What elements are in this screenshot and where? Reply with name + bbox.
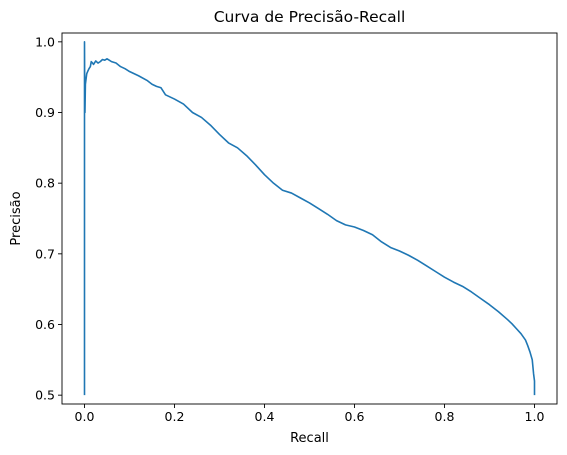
y-tick-label: 0.9 — [35, 105, 55, 120]
plot-frame — [61, 32, 558, 405]
x-tick-label: 0.6 — [345, 409, 365, 424]
x-tick-label: 0.0 — [75, 409, 95, 424]
x-tick-label: 1.0 — [525, 409, 545, 424]
x-axis-label: Recall — [290, 431, 329, 446]
y-tick-label: 0.8 — [35, 176, 55, 191]
y-tick-label: 1.0 — [35, 34, 55, 49]
x-tick-label: 0.4 — [255, 409, 275, 424]
chart-title: Curva de Precisão-Recall — [214, 8, 406, 26]
y-tick-label: 0.6 — [35, 317, 55, 332]
y-tick-label: 0.5 — [35, 388, 55, 403]
x-tick-label: 0.8 — [435, 409, 455, 424]
y-tick-label: 0.7 — [35, 246, 55, 261]
x-tick-label: 0.2 — [165, 409, 185, 424]
plot-area: 0.0 0.2 0.4 0.6 0.8 1.0 0.5 0.6 0.7 0.8 0.9 1.0 — [35, 32, 558, 424]
series-line-precision-recall — [83, 41, 536, 396]
y-axis-label: Precisão — [9, 191, 24, 245]
